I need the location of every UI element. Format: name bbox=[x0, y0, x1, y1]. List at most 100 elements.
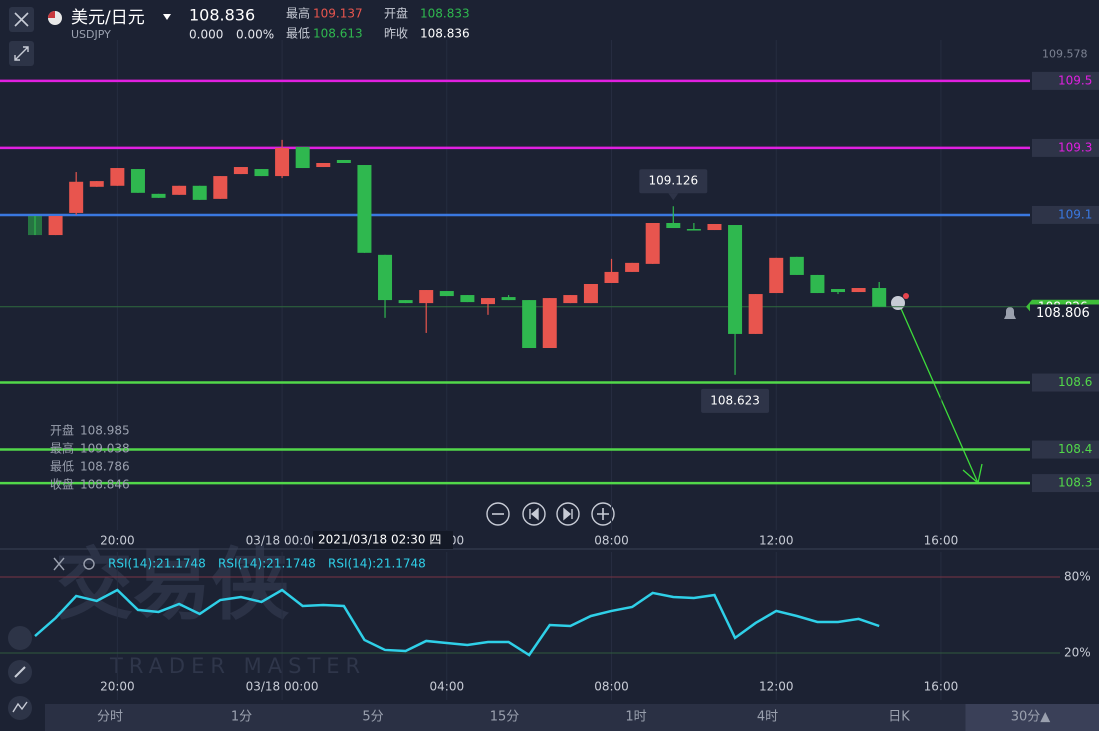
x-tick-label: 04:00 bbox=[430, 680, 465, 694]
stat-value: 108.836 bbox=[420, 27, 470, 41]
level-label: 109.5 bbox=[1058, 73, 1092, 87]
high-callout: 109.126 bbox=[648, 174, 698, 188]
change: 0.000 bbox=[189, 28, 223, 42]
tab[interactable]: 5分 bbox=[362, 710, 383, 725]
ohlc-value: 108.985 bbox=[80, 424, 130, 438]
x-tick-label: 16:00 bbox=[924, 680, 959, 694]
current-price-label: 108.806 bbox=[1036, 306, 1090, 321]
forecast-arrow bbox=[898, 303, 983, 484]
x-tick-label: 12:00 bbox=[759, 534, 794, 548]
candle-body bbox=[789, 256, 804, 275]
tab[interactable]: 日K bbox=[888, 710, 910, 725]
pair-dropdown[interactable] bbox=[163, 14, 171, 20]
candle-body bbox=[542, 298, 557, 349]
zoom-out-button[interactable] bbox=[486, 502, 510, 526]
alarm-bell[interactable] bbox=[1004, 307, 1016, 319]
watermark-tagline: TRADER MASTER bbox=[109, 654, 366, 678]
level-label: 109.3 bbox=[1058, 140, 1092, 154]
zoom-in-button[interactable] bbox=[591, 502, 615, 526]
candle-body bbox=[686, 229, 701, 231]
candle-body bbox=[522, 300, 537, 349]
tab[interactable]: 1时 bbox=[625, 710, 646, 725]
tab[interactable]: 1分 bbox=[231, 710, 252, 725]
rsi-close[interactable] bbox=[53, 557, 65, 571]
level-label: 109.1 bbox=[1058, 207, 1092, 221]
ohlc-label: 最低 bbox=[50, 460, 74, 474]
candle-body bbox=[583, 283, 598, 304]
info-marker[interactable] bbox=[891, 296, 905, 310]
stat-value: 109.137 bbox=[313, 7, 363, 21]
x-tick-label: 08:00 bbox=[594, 680, 629, 694]
ohlc-label: 最高 bbox=[50, 441, 74, 456]
ohlc-label: 开盘 bbox=[50, 423, 74, 438]
rsi-label: RSI(14):21.1748 bbox=[218, 557, 316, 571]
candle-body bbox=[357, 165, 372, 253]
stat-label: 最高 bbox=[286, 6, 310, 21]
tab-selected bbox=[965, 704, 1099, 731]
level-label-box bbox=[1032, 71, 1099, 90]
candle-body bbox=[233, 167, 248, 175]
watermark-logo: 交易侠 bbox=[55, 540, 290, 630]
candle-body bbox=[89, 181, 104, 187]
candle-body bbox=[645, 222, 660, 264]
end-button[interactable] bbox=[556, 502, 580, 526]
candle-body bbox=[28, 215, 42, 236]
candle-body bbox=[769, 257, 784, 294]
candle-body bbox=[625, 262, 640, 272]
candle-body bbox=[69, 181, 84, 213]
level-label: 108.4 bbox=[1058, 442, 1092, 456]
candle-body bbox=[110, 168, 125, 186]
candle-body bbox=[192, 185, 207, 200]
candle-body bbox=[254, 169, 269, 177]
x-tick-label: 16:00 bbox=[924, 534, 959, 548]
high-callout-box bbox=[639, 169, 708, 194]
watermark: 交易侠 TRADER MASTER bbox=[55, 540, 366, 678]
candle-body bbox=[316, 163, 331, 168]
rsi-line bbox=[34, 588, 880, 657]
rsi-tick-label: 80% bbox=[1064, 569, 1091, 583]
ohlc-value: 108.786 bbox=[80, 460, 130, 474]
stat-value: 108.833 bbox=[420, 7, 470, 21]
x-tick-label: 03/18 00:00 bbox=[246, 680, 319, 694]
current-price-box bbox=[1030, 304, 1099, 323]
stat-label: 开盘 bbox=[384, 6, 408, 21]
symbol: USDJPY bbox=[71, 28, 111, 41]
low-callout: 108.623 bbox=[710, 393, 760, 407]
level-label: 108.3 bbox=[1058, 476, 1092, 490]
price: 108.836 bbox=[189, 6, 255, 25]
tool-indicator[interactable] bbox=[8, 626, 32, 650]
x-tick-label: 08:00 bbox=[594, 534, 629, 548]
candle-body bbox=[460, 295, 475, 303]
close-icon bbox=[14, 12, 29, 27]
rsi-tick-label: 20% bbox=[1064, 645, 1091, 659]
tab[interactable]: 分时 bbox=[97, 710, 123, 725]
end-icon bbox=[563, 507, 573, 521]
level-label-box bbox=[1032, 440, 1099, 459]
draw-icon bbox=[14, 666, 26, 678]
rsi-settings[interactable] bbox=[83, 558, 95, 570]
level-label: 108.6 bbox=[1058, 375, 1092, 389]
level-label-box bbox=[1032, 138, 1099, 157]
candle-body bbox=[398, 300, 413, 304]
tab[interactable]: 30分▲ bbox=[1011, 710, 1051, 725]
candle-body bbox=[728, 225, 743, 334]
tool-line[interactable] bbox=[8, 696, 32, 720]
x-tick-label: 12:00 bbox=[759, 680, 794, 694]
start-icon bbox=[529, 507, 539, 521]
start-button[interactable] bbox=[522, 502, 546, 526]
tab[interactable]: 4时 bbox=[757, 710, 778, 725]
tab[interactable]: 15分 bbox=[490, 710, 520, 725]
alert-dot bbox=[903, 293, 909, 299]
high-callout-pointer bbox=[668, 193, 679, 201]
ohlc-value: 109.038 bbox=[80, 442, 130, 456]
pair-name[interactable]: 美元/日元 bbox=[71, 8, 145, 28]
candle-body bbox=[872, 288, 887, 307]
crosshair-time-box bbox=[313, 531, 453, 549]
stat-value: 108.613 bbox=[313, 27, 363, 41]
candle-body bbox=[151, 193, 166, 198]
candle-body bbox=[419, 290, 434, 304]
stat-label: 昨收 bbox=[384, 27, 408, 41]
candle-body bbox=[336, 159, 351, 164]
